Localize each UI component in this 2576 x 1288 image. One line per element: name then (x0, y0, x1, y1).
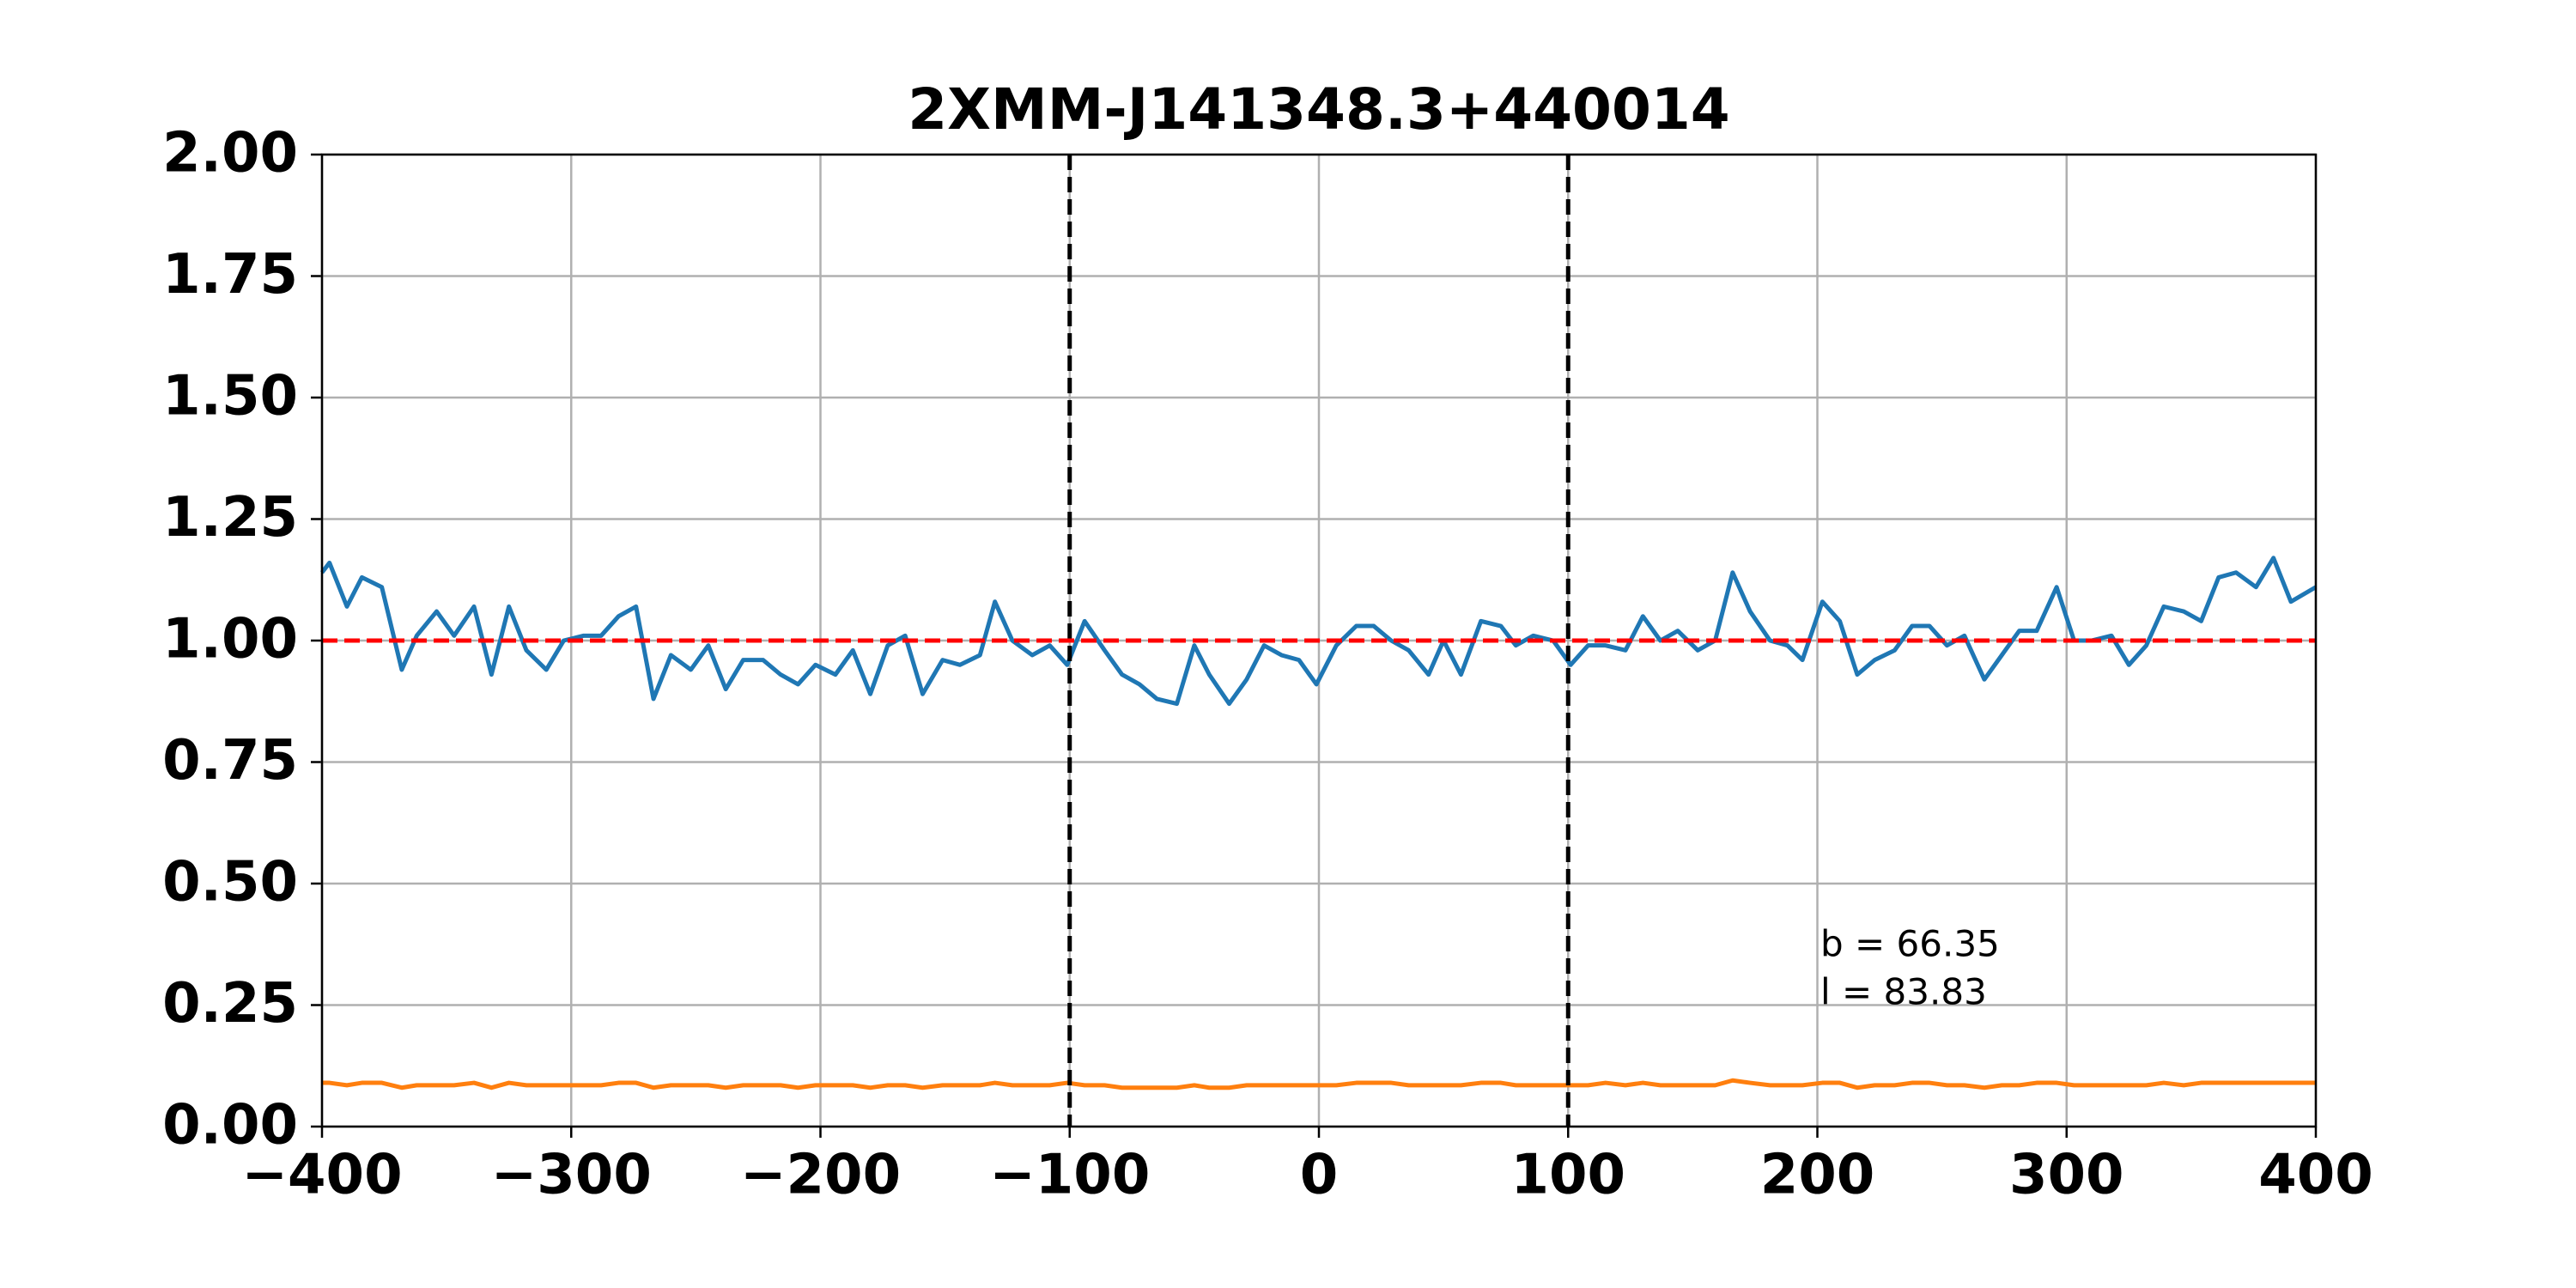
x-tick-label: 100 (1510, 1144, 1625, 1207)
annotation: l = 83.83 (1820, 971, 1987, 1013)
y-tick-label: 1.75 (162, 243, 298, 307)
y-tick-label: 0.25 (162, 972, 298, 1036)
plot-frame (320, 153, 2318, 1128)
x-tick-label: −400 (241, 1144, 402, 1207)
y-tick-label: 0.75 (162, 729, 298, 793)
x-tick-label: 300 (2009, 1144, 2124, 1207)
x-tick-label: 200 (1760, 1144, 1875, 1207)
y-tick-label: 0.50 (162, 851, 298, 914)
y-tick-label: 2.00 (162, 122, 298, 185)
y-tick-label: 1.25 (162, 486, 298, 550)
chart-title: 2XMM-J141348.3+440014 (908, 76, 1729, 143)
x-tick-label: −300 (491, 1144, 652, 1207)
y-tick-label: 1.50 (162, 365, 298, 428)
data-line (322, 1078, 2316, 1091)
x-tick-label: 400 (2258, 1144, 2373, 1207)
data-line (320, 556, 2318, 707)
annotation: b = 66.35 (1820, 923, 2000, 965)
x-tick-label: −200 (740, 1144, 901, 1207)
x-tick-label: 0 (1300, 1144, 1339, 1207)
y-tick-label: 1.00 (162, 608, 298, 671)
x-tick-label: −100 (989, 1144, 1150, 1207)
y-tick-label: 0.00 (162, 1094, 298, 1157)
